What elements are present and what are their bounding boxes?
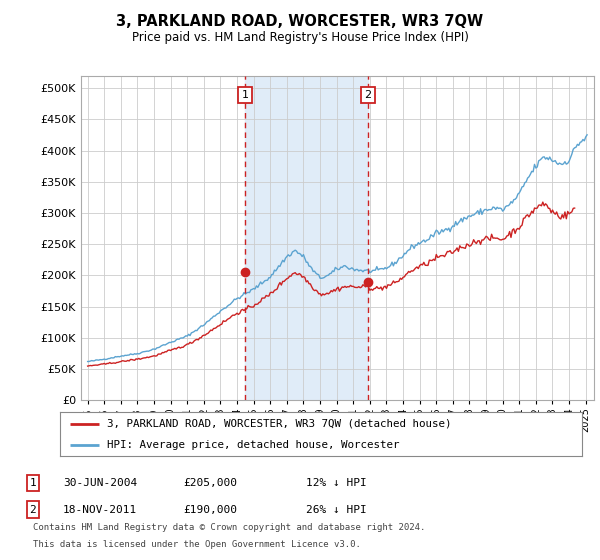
- Text: 1: 1: [242, 90, 249, 100]
- Text: 2: 2: [364, 90, 371, 100]
- Text: Price paid vs. HM Land Registry's House Price Index (HPI): Price paid vs. HM Land Registry's House …: [131, 31, 469, 44]
- Text: HPI: Average price, detached house, Worcester: HPI: Average price, detached house, Worc…: [107, 440, 400, 450]
- Text: 3, PARKLAND ROAD, WORCESTER, WR3 7QW (detached house): 3, PARKLAND ROAD, WORCESTER, WR3 7QW (de…: [107, 419, 451, 429]
- Text: This data is licensed under the Open Government Licence v3.0.: This data is licensed under the Open Gov…: [33, 540, 361, 549]
- Text: 12% ↓ HPI: 12% ↓ HPI: [306, 478, 367, 488]
- Text: 26% ↓ HPI: 26% ↓ HPI: [306, 505, 367, 515]
- Text: £205,000: £205,000: [183, 478, 237, 488]
- Text: 2: 2: [29, 505, 37, 515]
- Text: 18-NOV-2011: 18-NOV-2011: [63, 505, 137, 515]
- Text: £190,000: £190,000: [183, 505, 237, 515]
- Text: Contains HM Land Registry data © Crown copyright and database right 2024.: Contains HM Land Registry data © Crown c…: [33, 523, 425, 532]
- Text: 1: 1: [29, 478, 37, 488]
- Text: 3, PARKLAND ROAD, WORCESTER, WR3 7QW: 3, PARKLAND ROAD, WORCESTER, WR3 7QW: [116, 14, 484, 29]
- Text: 30-JUN-2004: 30-JUN-2004: [63, 478, 137, 488]
- Bar: [245, 76, 368, 400]
